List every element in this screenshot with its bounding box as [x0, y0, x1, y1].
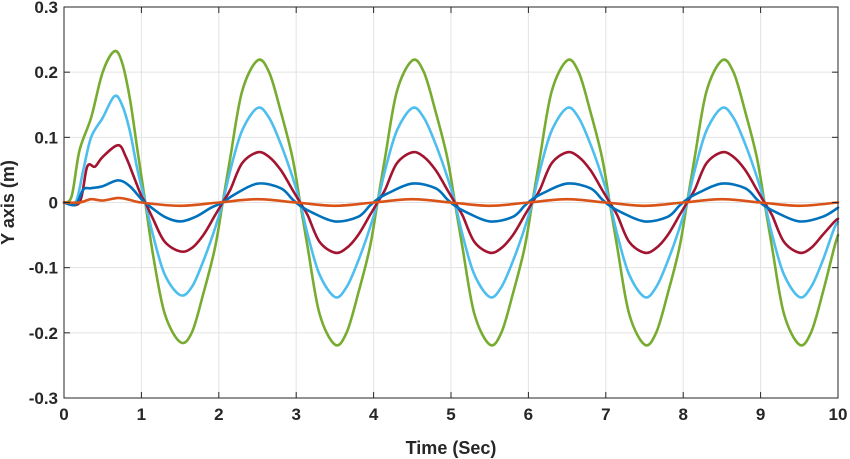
y-axis-label: Y axis (m)	[0, 160, 18, 245]
x-tick-label: 6	[524, 405, 533, 424]
y-tick-label: -0.1	[29, 259, 58, 278]
series-line-4	[62, 179, 840, 223]
x-axis-label: Time (Sec)	[406, 438, 497, 458]
x-tick-label: 2	[214, 405, 223, 424]
x-tick-label: 7	[601, 405, 610, 424]
x-tick-label: 4	[369, 405, 379, 424]
y-tick-label: -0.2	[29, 324, 58, 343]
series-lines	[62, 49, 840, 347]
x-tick-label: 10	[829, 405, 848, 424]
series-line-5	[62, 196, 840, 208]
series-line-3	[62, 143, 840, 255]
y-tick-label: 0.2	[34, 63, 58, 82]
x-tick-label: 0	[59, 405, 68, 424]
x-tick-label: 9	[756, 405, 765, 424]
y-tick-label: -0.3	[29, 389, 58, 408]
y-tick-labels: -0.3 -0.2 -0.1 0 0.1 0.2 0.3	[29, 0, 58, 408]
x-tick-label: 1	[137, 405, 146, 424]
y-tick-label: 0.3	[34, 0, 58, 17]
x-tick-label: 3	[291, 405, 300, 424]
series-line-1	[62, 49, 840, 347]
series-line-2	[62, 94, 840, 299]
x-tick-labels: 0 1 2 3 4 5 6 7 8 9 10	[59, 405, 847, 424]
y-tick-label: 0	[49, 194, 58, 213]
x-tick-label: 8	[678, 405, 687, 424]
y-tick-label: 0.1	[34, 128, 58, 147]
tick-marks	[63, 6, 839, 399]
x-tick-label: 5	[446, 405, 455, 424]
